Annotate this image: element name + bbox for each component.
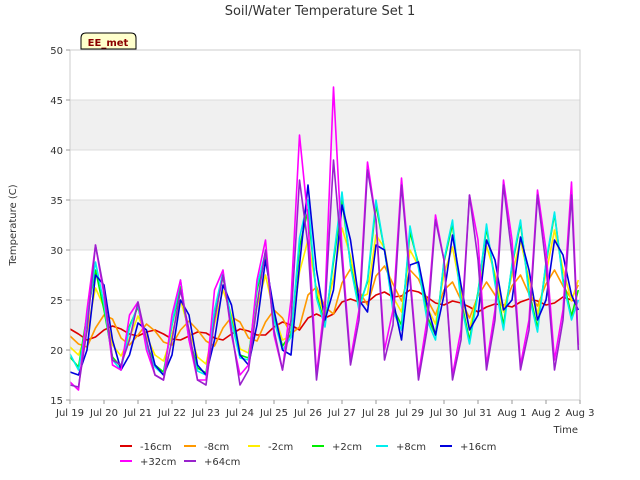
station-badge: EE_met	[80, 32, 137, 50]
x-tick-label-14: Aug 2	[531, 408, 560, 419]
y-tick-label-3: 30	[50, 246, 63, 257]
band-2	[70, 100, 580, 150]
series-lines	[69, 86, 580, 391]
chart-title: Soil/Water Temperature Set 1	[225, 4, 416, 19]
x-tick-label-1: Jul 20	[89, 408, 118, 419]
y-axis-label: Temperature (C)	[8, 184, 19, 266]
series-line-64cm-7	[69, 159, 580, 388]
x-tick-label-3: Jul 22	[157, 408, 186, 419]
x-tick-label-8: Jul 27	[327, 408, 356, 419]
y-tick-label-0: 15	[50, 396, 63, 407]
y-tick-label-5: 40	[50, 146, 63, 157]
legend-label-0: -16cm	[140, 442, 172, 453]
x-tick-label-15: Aug 3	[565, 408, 594, 419]
legend-label-7: +64cm	[204, 457, 240, 468]
x-ticks: Jul 19 Jul 20 Jul 21 Jul 22 Jul 23 Jul 24 Jul …	[55, 400, 595, 419]
x-tick-label-11: Jul 30	[429, 408, 458, 419]
x-axis-label: Time	[553, 425, 578, 436]
y-tick-label-4: 35	[50, 196, 63, 207]
x-tick-label-9: Jul 28	[361, 408, 390, 419]
y-tick-label-7: 50	[50, 46, 63, 57]
series-line-8cm-4	[69, 191, 580, 376]
legend-label-5: +16cm	[460, 442, 496, 453]
legend-label-2: -2cm	[268, 442, 293, 453]
x-tick-label-2: Jul 21	[123, 408, 152, 419]
plot-frame	[69, 49, 581, 401]
legend-label-4: +8cm	[396, 442, 426, 453]
y-ticks: 15 20 25 30 35 40 45 50	[50, 46, 70, 407]
series-line-16cm-5	[69, 184, 580, 376]
y-tick-label-1: 20	[50, 346, 63, 357]
x-tick-label-4: Jul 23	[191, 408, 220, 419]
legend-label-6: +32cm	[140, 457, 176, 468]
x-tick-label-10: Jul 29	[395, 408, 424, 419]
x-tick-label-13: Aug 1	[497, 408, 526, 419]
legend: -16cm -8cm -2cm +2cm +8cm +16cm +32cm +64cm	[120, 442, 496, 468]
x-tick-label-7: Jul 26	[293, 408, 322, 419]
legend-label-1: -8cm	[204, 442, 229, 453]
band-1	[70, 200, 580, 250]
y-tick-label-6: 45	[50, 96, 63, 107]
x-tick-label-6: Jul 25	[259, 408, 288, 419]
legend-label-3: +2cm	[332, 442, 362, 453]
x-tick-label-5: Jul 24	[225, 408, 254, 419]
station-badge-label: EE_met	[88, 38, 129, 49]
x-tick-label-12: Jul 31	[463, 408, 492, 419]
y-tick-label-2: 25	[50, 296, 63, 307]
x-tick-label-0: Jul 19	[55, 408, 84, 419]
